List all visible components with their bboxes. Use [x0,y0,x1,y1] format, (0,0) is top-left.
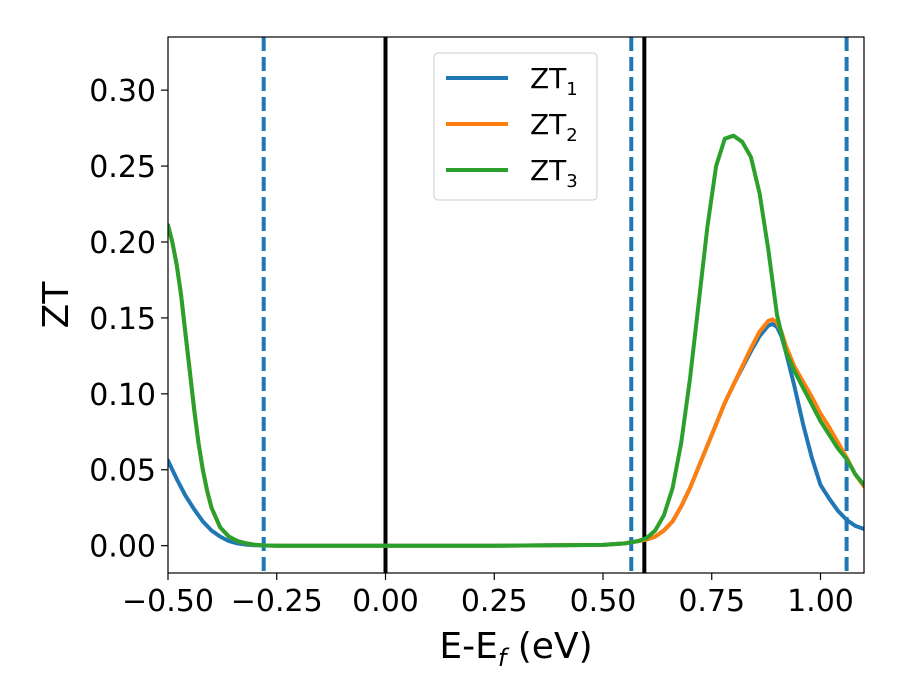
vertical-reference-lines [261,37,849,573]
series-line-3 [168,133,864,548]
y-tick-label: 0.25 [89,150,156,185]
legend-label-1: ZT1 [530,62,578,100]
y-tick-label: 0.15 [89,302,156,337]
x-tick-label: 0.25 [461,584,528,619]
series-lines [168,133,864,548]
x-axis-label: E-Ef (eV) [439,626,592,672]
y-tick-label: 0.10 [89,378,156,413]
y-tick-label: 0.20 [89,226,156,261]
plot-frame [167,36,865,574]
legend-label-3: ZT3 [530,154,578,192]
y-axis-label: ZT [36,281,77,329]
x-axis-ticks: −0.50 −0.25 0.00 0.25 0.50 0.75 1.00 [122,573,854,619]
legend-label-2: ZT2 [530,108,578,146]
legend-box [433,52,598,201]
y-tick-label: 0.00 [89,530,156,565]
y-tick-label: 0.05 [89,454,156,489]
legend: ZT1 ZT2 ZT3 [433,52,598,201]
x-tick-label: 0.00 [352,584,419,619]
y-tick-label: 0.30 [89,74,156,109]
x-tick-label: 0.50 [570,584,637,619]
x-tick-label: 1.00 [787,584,854,619]
x-tick-label: 0.75 [678,584,745,619]
x-tick-label: −0.50 [122,584,214,619]
y-axis-ticks: 0.00 0.05 0.10 0.15 0.20 0.25 0.30 [89,74,168,565]
x-tick-label: −0.25 [231,584,323,619]
